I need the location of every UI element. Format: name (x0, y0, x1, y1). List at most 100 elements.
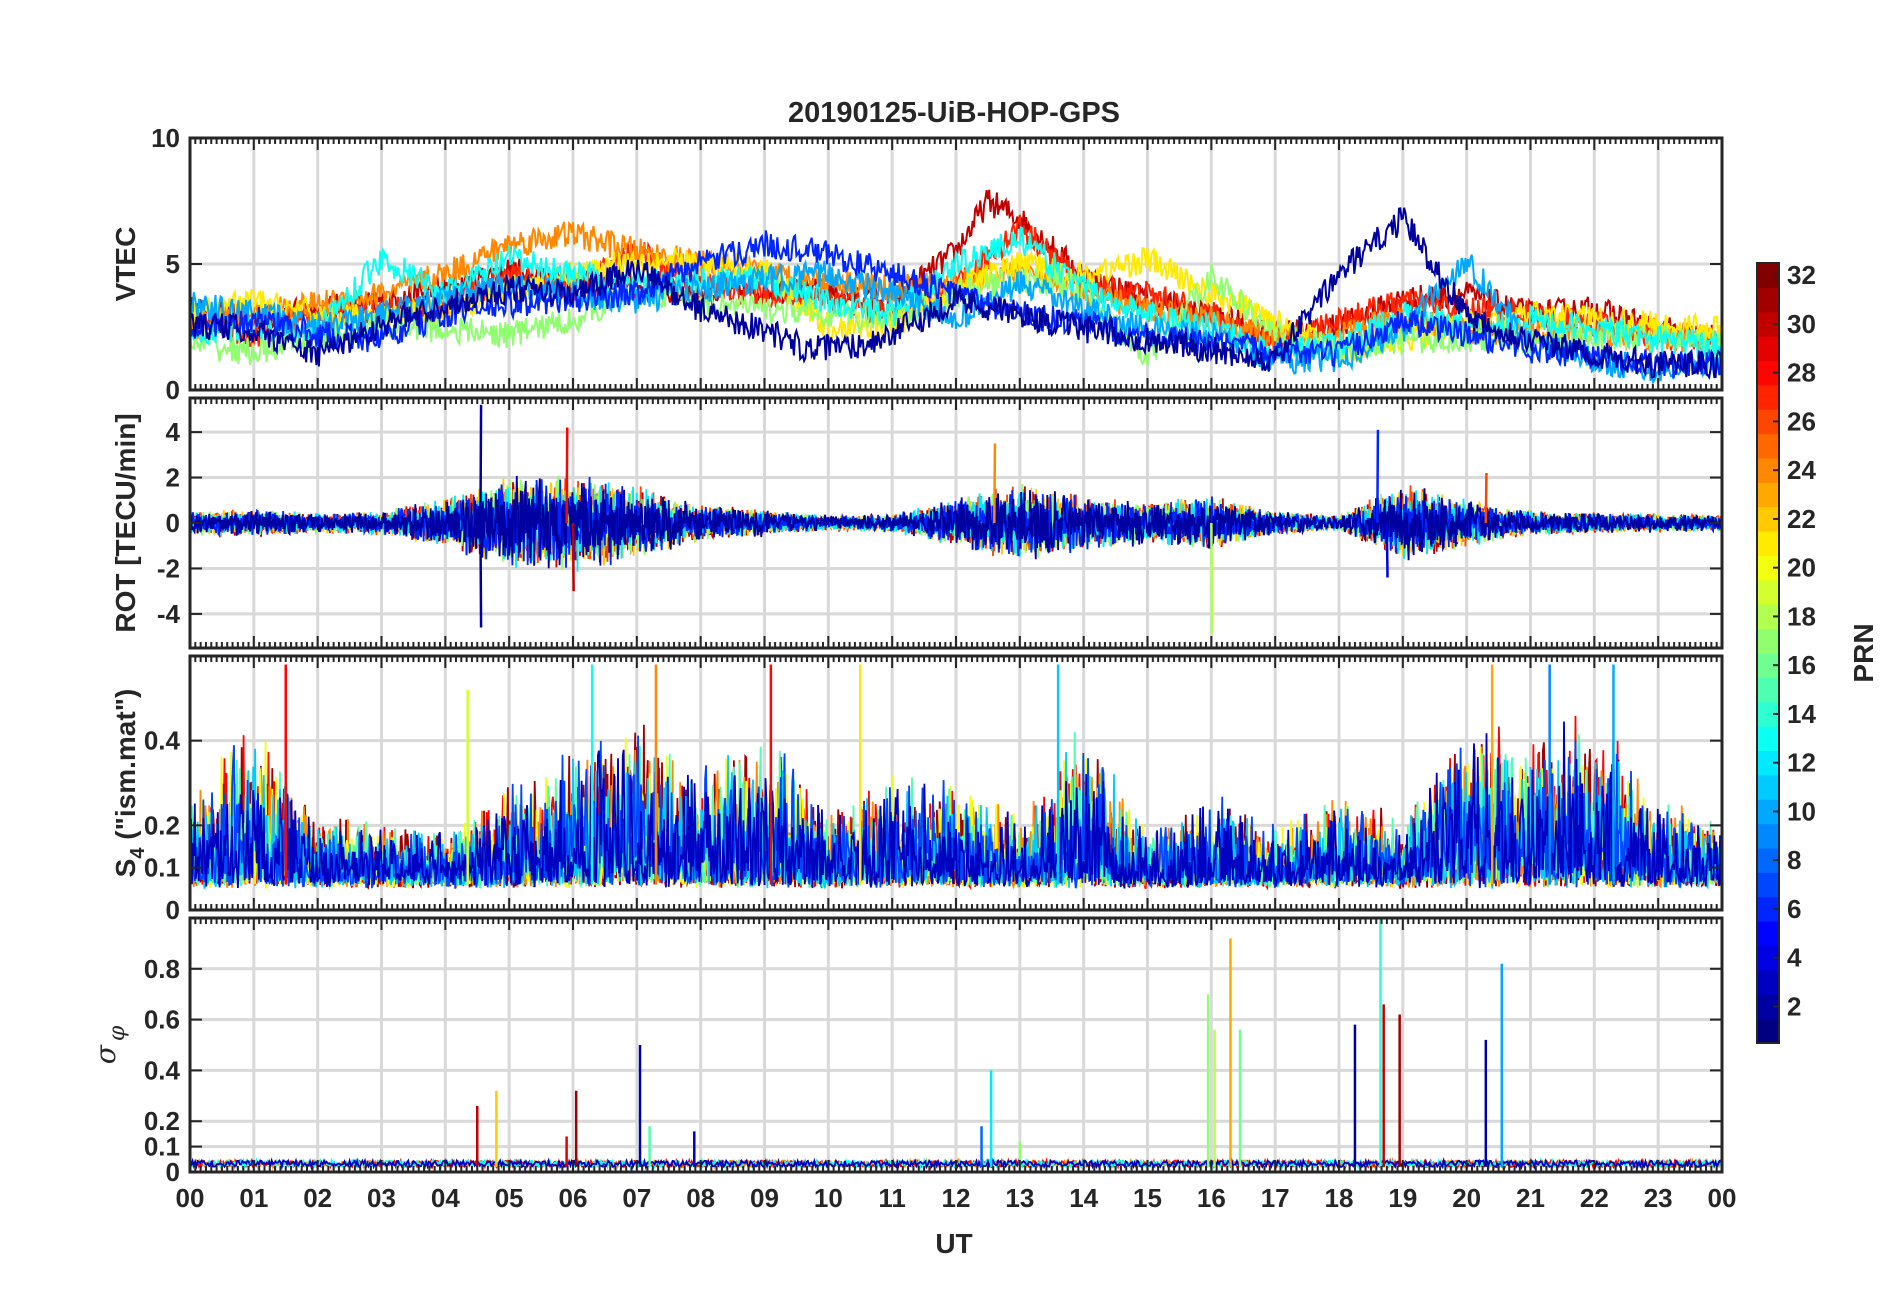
y-axis-label-vtec: VTEC (110, 227, 141, 302)
colorbar-band (1757, 921, 1779, 946)
x-tick-label: 15 (1133, 1183, 1162, 1213)
colorbar-band (1757, 604, 1779, 630)
x-tick-label: 02 (303, 1183, 332, 1213)
rot-peak (993, 443, 997, 524)
y-tick-label-rot: 2 (166, 463, 180, 493)
colorbar-tick-label: 6 (1787, 894, 1801, 924)
colorbar-tick-label: 30 (1787, 309, 1816, 339)
colorbar-band (1757, 994, 1779, 1020)
series-group-s4 (190, 664, 1722, 891)
colorbar-band (1757, 555, 1779, 581)
colorbar-label: PRN (1848, 623, 1879, 682)
x-tick-label: 06 (559, 1183, 588, 1213)
x-tick-label: 05 (495, 1183, 524, 1213)
colorbar-band (1757, 458, 1779, 483)
x-tick-label: 20 (1452, 1183, 1481, 1213)
rot-peak (1210, 522, 1214, 635)
y-tick-label-s4: 0.2 (144, 810, 180, 840)
y-tick-label-s4: 0.1 (144, 853, 180, 883)
colorbar-band (1757, 482, 1779, 508)
x-tick-label: 12 (942, 1183, 971, 1213)
x-axis-tick-labels: 00 01 02 03 04 05 06 07 08 09 10 11 12 13 14 15 16 17 18 19… (176, 1183, 1737, 1213)
y-tick-label-sigma_phi: 0.2 (144, 1106, 180, 1136)
colorbar-band (1757, 409, 1779, 435)
rot-peak (1376, 429, 1380, 524)
colorbar-band (1757, 653, 1779, 678)
colorbar-tick-label: 18 (1787, 601, 1816, 631)
colorbar-band (1757, 531, 1779, 556)
x-tick-label: 13 (1005, 1183, 1034, 1213)
colorbar-frame (1756, 262, 1780, 1044)
colorbar-band (1757, 726, 1779, 751)
rot-peak (1484, 472, 1488, 524)
y-tick-label-vtec: 0 (166, 375, 180, 405)
x-tick-label: 23 (1644, 1183, 1673, 1213)
x-tick-label: 08 (686, 1183, 715, 1213)
y-axis-label-sigma_phi: σφ (89, 1025, 130, 1064)
colorbar-tick-label: 28 (1787, 358, 1816, 388)
colorbar-band (1757, 896, 1779, 922)
y-axis-label-sub: 4 (127, 847, 149, 859)
rot-peak (1385, 522, 1389, 578)
y-axis-label-rot: ROT [TECU/min] (110, 413, 141, 632)
colorbar-band (1757, 506, 1779, 532)
vtec-series-prn-6 (190, 230, 1722, 379)
colorbar-tick-label: 22 (1787, 504, 1816, 534)
colorbar-band (1757, 823, 1779, 849)
y-axis-label-main: S (110, 859, 141, 878)
y-tick-label-rot: 4 (166, 417, 181, 447)
rot-peak (571, 522, 575, 592)
y-axis-label-sub: φ (105, 1025, 130, 1041)
x-tick-label: 01 (239, 1183, 268, 1213)
x-axis-label: UT (935, 1228, 972, 1259)
y-tick-label-sigma_phi: 0.4 (144, 1055, 181, 1085)
colorbar-band (1757, 677, 1779, 703)
colorbar-band (1757, 628, 1779, 654)
colorbar-tick-label: 12 (1787, 748, 1816, 778)
colorbar-band (1757, 579, 1779, 605)
y-tick-label-rot: -2 (157, 553, 180, 583)
x-tick-label: 11 (878, 1183, 906, 1213)
colorbar-tick-label: 14 (1787, 699, 1816, 729)
y-tick-label-vtec: 10 (151, 123, 180, 153)
colorbar-tick-label: 32 (1787, 260, 1816, 290)
chart-title: 20190125-UiB-HOP-GPS (788, 97, 1120, 129)
vtec-series-prn-10 (190, 254, 1722, 385)
y-tick-label-vtec: 5 (166, 249, 180, 279)
x-tick-label: 18 (1325, 1183, 1354, 1213)
s4-series-prn-3 (190, 721, 1722, 889)
colorbar-band (1757, 336, 1779, 361)
x-tick-label: 19 (1388, 1183, 1417, 1213)
colorbar-band (1757, 263, 1779, 288)
colorbar-band (1757, 945, 1779, 971)
x-tick-label: 03 (367, 1183, 396, 1213)
rot-peak (479, 404, 483, 524)
rot-peak (565, 427, 569, 524)
colorbar-tick-label: 8 (1787, 845, 1801, 875)
colorbar-band (1757, 433, 1779, 459)
colorbar-tick-label: 10 (1787, 796, 1816, 826)
x-tick-label: 10 (814, 1183, 843, 1213)
colorbar-band (1757, 799, 1779, 825)
colorbar-band (1757, 872, 1779, 898)
x-tick-label: 17 (1261, 1183, 1290, 1213)
colorbar-band (1757, 750, 1779, 776)
panel-rot: -4 -2 0 2 4 ROT [TECU/min] (110, 396, 1724, 650)
colorbar-tick-label: 4 (1787, 943, 1802, 973)
x-tick-label: 09 (750, 1183, 779, 1213)
x-tick-label: 00 (176, 1183, 205, 1213)
y-tick-label-sigma_phi: 0.8 (144, 954, 180, 984)
y-axis-label-rest: ("ism.mat") (110, 689, 141, 848)
vtec-series-prn-30 (190, 189, 1722, 352)
x-tick-label: 04 (431, 1183, 460, 1213)
series-group-rot (190, 404, 1722, 635)
colorbar-band (1757, 774, 1779, 800)
colorbar-tick-label: 16 (1787, 650, 1816, 680)
rot-peak (479, 522, 483, 628)
colorbar-band (1757, 384, 1779, 410)
panel-s4: 00.10.20.4S4 ("ism.mat") (110, 654, 1724, 925)
y-tick-label-sigma_phi: 0 (166, 1157, 180, 1187)
